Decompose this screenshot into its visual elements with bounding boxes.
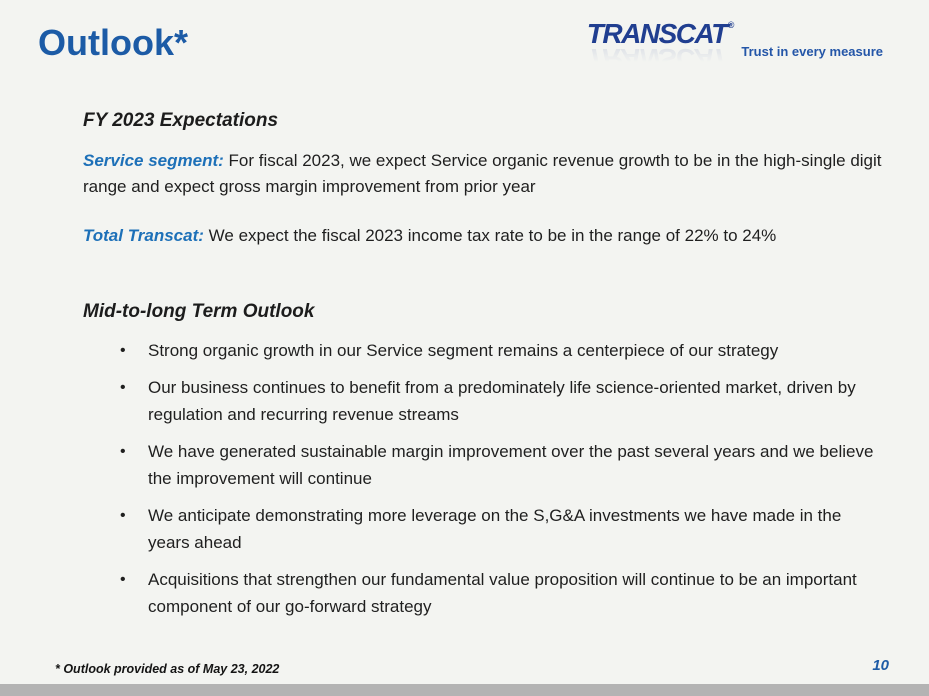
total-transcat-paragraph: Total Transcat: We expect the fiscal 202… <box>83 223 883 249</box>
transcat-logo: TRANSCAT ® TRANSCAT Trust in every measu… <box>586 18 883 75</box>
list-item: • Acquisitions that strengthen our funda… <box>120 566 883 620</box>
bullet-icon: • <box>120 507 126 524</box>
bullet-text: We have generated sustainable margin imp… <box>148 442 874 488</box>
page-number: 10 <box>872 657 889 674</box>
bullet-icon: • <box>120 443 126 460</box>
bullet-text: Acquisitions that strengthen our fundame… <box>148 570 857 616</box>
bullet-icon: • <box>120 571 126 588</box>
total-transcat-text: We expect the fiscal 2023 income tax rat… <box>208 226 777 245</box>
bullet-text: Strong organic growth in our Service seg… <box>148 341 779 360</box>
service-segment-label: Service segment: <box>83 151 224 170</box>
slide-body: FY 2023 Expectations Service segment: Fo… <box>83 110 883 630</box>
bottom-edge-bar <box>0 684 929 696</box>
fy-2023-heading: FY 2023 Expectations <box>83 110 279 131</box>
transcat-logo-wordmark: TRANSCAT ® TRANSCAT <box>586 18 735 75</box>
bullet-icon: • <box>120 379 126 396</box>
midterm-outlook-heading: Mid-to-long Term Outlook <box>83 301 315 322</box>
bullet-icon: • <box>120 342 126 359</box>
logo-reflection: TRANSCAT <box>586 43 727 74</box>
bullet-text: We anticipate demonstrating more leverag… <box>148 506 842 552</box>
list-item: • We have generated sustainable margin i… <box>120 438 883 492</box>
total-transcat-label: Total Transcat: <box>83 226 204 245</box>
list-item: • We anticipate demonstrating more lever… <box>120 502 883 556</box>
outlook-footnote: * Outlook provided as of May 23, 2022 <box>55 662 280 676</box>
service-segment-text: For fiscal 2023, we expect Service organ… <box>83 151 882 196</box>
bullet-text: Our business continues to benefit from a… <box>148 378 856 424</box>
service-segment-paragraph: Service segment: For fiscal 2023, we exp… <box>83 148 883 200</box>
outlook-bullet-list: • Strong organic growth in our Service s… <box>83 337 883 620</box>
list-item: • Strong organic growth in our Service s… <box>120 337 883 364</box>
page-title: Outlook* <box>38 22 188 63</box>
list-item: • Our business continues to benefit from… <box>120 374 883 428</box>
transcat-brand-text: TRANSCAT <box>586 18 728 49</box>
registered-trademark: ® <box>727 20 735 30</box>
logo-tagline: Trust in every measure <box>741 44 883 59</box>
